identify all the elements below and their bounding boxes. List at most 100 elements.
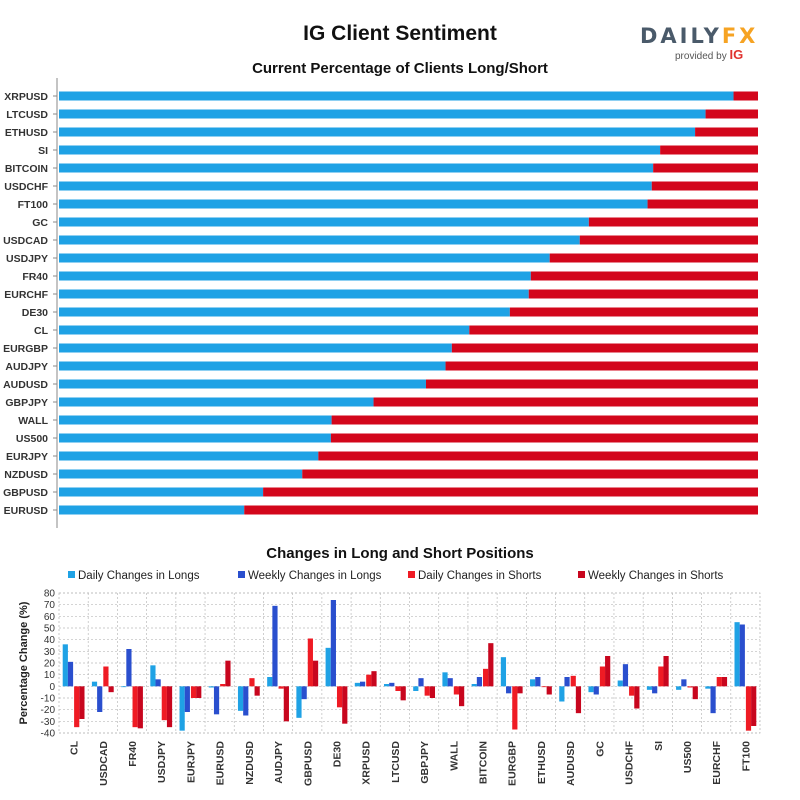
short-bar <box>263 487 758 497</box>
long-bar <box>59 487 264 497</box>
long-bar <box>59 379 426 389</box>
category-label: DE30 <box>22 307 48 319</box>
category-label: GC <box>32 217 48 229</box>
category-label: FT100 <box>18 199 49 211</box>
daily-longs-bar <box>471 684 477 687</box>
weekly-longs-bar <box>243 686 249 716</box>
daily-shorts-bar <box>629 686 635 696</box>
weekly-shorts-bar <box>692 686 698 700</box>
short-bar <box>331 415 758 425</box>
x-category-label: USDCHF <box>624 740 636 784</box>
short-bar <box>695 127 758 137</box>
x-category-label: DE30 <box>331 741 343 767</box>
legend-label: Daily Changes in Longs <box>78 570 200 582</box>
weekly-shorts-bar <box>400 686 406 701</box>
x-category-label: USDJPY <box>156 741 168 783</box>
category-label: EURCHF <box>4 289 48 301</box>
short-bar <box>244 505 759 515</box>
weekly-shorts-bar <box>79 686 85 719</box>
category-label: CL <box>34 325 49 337</box>
weekly-shorts-bar <box>283 686 289 722</box>
daily-shorts-bar <box>307 638 313 687</box>
weekly-shorts-bar <box>605 656 611 687</box>
daily-shorts-bar <box>745 686 752 731</box>
weekly-shorts-bar <box>663 656 669 687</box>
short-bar <box>733 91 758 101</box>
x-category-label: AUDUSD <box>565 741 577 786</box>
weekly-shorts-bar <box>137 686 143 729</box>
daily-longs-bar <box>354 682 360 687</box>
short-bar <box>302 469 758 479</box>
category-label: BITCOIN <box>5 163 48 175</box>
category-label: WALL <box>18 415 48 427</box>
daily-longs-bar <box>705 686 711 689</box>
daily-shorts-bar <box>74 686 80 728</box>
long-bar <box>59 289 529 299</box>
daily-longs-bar <box>91 681 98 687</box>
legend-label: Weekly Changes in Longs <box>248 570 382 582</box>
weekly-longs-bar <box>301 686 307 700</box>
category-label: XRPUSD <box>4 91 48 103</box>
category-label: EURJPY <box>6 451 48 463</box>
category-label: EURGBP <box>3 343 48 355</box>
x-category-label: GC <box>594 741 606 757</box>
short-bar <box>549 253 758 263</box>
daily-longs-bar <box>121 686 127 688</box>
logo-accent-text: FX <box>721 24 759 48</box>
weekly-shorts-bar <box>429 686 436 698</box>
weekly-longs-bar <box>710 686 716 714</box>
long-bar <box>59 343 452 353</box>
category-label: SI <box>38 145 48 157</box>
weekly-longs-bar <box>622 664 629 687</box>
category-label: AUDJPY <box>5 361 48 373</box>
y-axis-label: Percentage Change (%) <box>18 601 30 724</box>
x-category-label: WALL <box>448 740 460 770</box>
x-category-label: LTCUSD <box>390 741 402 783</box>
short-bar <box>530 271 758 281</box>
category-label: ETHUSD <box>5 127 49 139</box>
x-category-label: NZDUSD <box>244 741 256 785</box>
daily-longs-bar <box>325 647 331 687</box>
long-bar <box>59 307 510 317</box>
daily-longs-bar <box>530 679 536 687</box>
x-category-label: CL <box>69 740 81 755</box>
weekly-longs-bar <box>418 678 424 687</box>
weekly-shorts-bar <box>312 660 319 687</box>
long-bar <box>59 163 654 173</box>
x-category-label: EURUSD <box>215 741 227 786</box>
daily-longs-bar <box>62 644 68 687</box>
daily-shorts-bar <box>278 686 284 689</box>
short-bar <box>451 343 758 353</box>
y-tick-label: 20 <box>44 659 56 670</box>
legend-swatch <box>408 571 415 578</box>
daily-longs-bar <box>413 686 419 691</box>
long-bar <box>59 91 734 101</box>
long-bar <box>59 397 374 407</box>
daily-longs-bar <box>267 677 273 687</box>
y-tick-label: 50 <box>44 624 56 635</box>
category-label: LTCUSD <box>6 109 48 121</box>
weekly-longs-bar <box>506 686 512 694</box>
short-bar <box>425 379 758 389</box>
weekly-shorts-bar <box>108 686 114 693</box>
daily-longs-bar <box>179 686 185 731</box>
category-label: USDCHF <box>4 181 48 193</box>
daily-shorts-bar <box>541 686 547 688</box>
daily-longs-bar <box>237 686 244 711</box>
weekly-shorts-bar <box>196 686 202 698</box>
y-tick-label: 40 <box>44 635 56 646</box>
daily-shorts-bar <box>190 686 197 698</box>
daily-longs-bar <box>676 686 682 690</box>
daily-longs-bar <box>208 686 214 688</box>
long-bar <box>59 235 580 245</box>
long-bar <box>59 271 531 281</box>
daily-shorts-bar <box>161 686 167 721</box>
long-bar <box>59 253 550 263</box>
weekly-shorts-bar <box>225 660 231 687</box>
daily-shorts-bar <box>132 686 138 728</box>
logo-ig-text: IG <box>729 47 744 62</box>
weekly-longs-bar <box>593 686 599 695</box>
y-tick-label: -10 <box>41 694 56 705</box>
daily-longs-bar <box>150 665 156 687</box>
